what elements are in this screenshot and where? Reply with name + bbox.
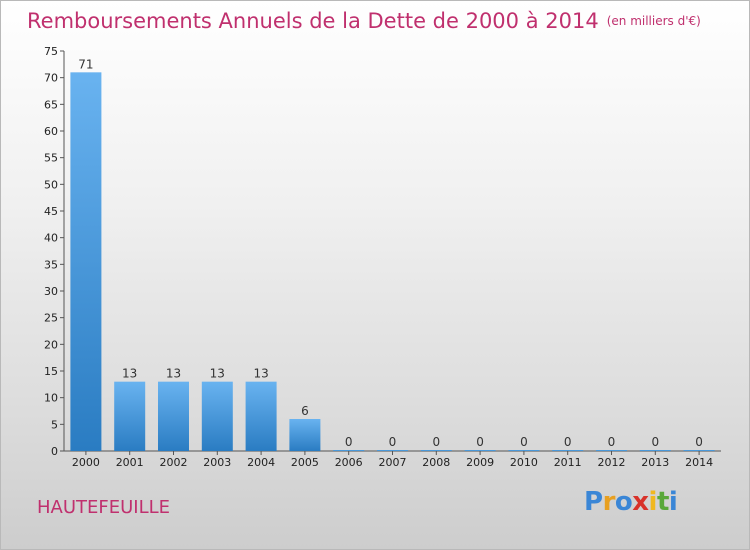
y-tick-label: 50 <box>44 178 58 191</box>
bar <box>420 450 452 451</box>
data-label: 0 <box>345 435 353 449</box>
y-axis: 0 5 10 15 20 25 30 35 40 45 50 55 60 65 70 75 <box>44 45 65 458</box>
data-label: 71 <box>78 57 93 71</box>
data-label: 6 <box>301 404 309 418</box>
y-tick-label: 20 <box>44 338 58 351</box>
bar <box>245 381 277 451</box>
y-tick-label: 70 <box>44 72 58 85</box>
x-tick-label: 2003 <box>203 456 231 469</box>
bar <box>158 381 189 451</box>
y-tick-label: 35 <box>44 258 58 271</box>
y-tick-label: 30 <box>44 285 58 298</box>
chart-title-text: Remboursements Annuels de la Dette de 20… <box>27 9 599 33</box>
bar <box>201 381 233 451</box>
bar <box>114 381 146 451</box>
proxiti-logo: Proxiti <box>584 487 678 517</box>
data-label: 0 <box>564 435 572 449</box>
x-tick-label: 2010 <box>510 456 538 469</box>
bar <box>377 450 408 451</box>
y-tick-label: 40 <box>44 232 58 245</box>
x-tick-label: 2002 <box>160 456 188 469</box>
x-tick-label: 2008 <box>422 456 450 469</box>
data-label: 13 <box>122 367 137 381</box>
bar <box>596 450 627 451</box>
commune-name: HAUTEFEUILLE <box>37 497 171 518</box>
y-tick-label: 15 <box>44 365 58 378</box>
x-tick-label: 2011 <box>554 456 582 469</box>
y-tick-label: 55 <box>44 152 58 165</box>
x-tick-label: 2001 <box>116 456 144 469</box>
x-tick-label: 2004 <box>247 456 275 469</box>
bar <box>639 450 671 451</box>
y-tick-label: 65 <box>44 98 58 111</box>
y-tick-label: 45 <box>44 205 58 218</box>
data-label: 13 <box>166 367 181 381</box>
chart-unit: (en milliers d'€) <box>606 14 701 28</box>
x-tick-label: 2012 <box>598 456 626 469</box>
data-label: 0 <box>651 435 659 449</box>
data-label: 0 <box>476 435 484 449</box>
bar <box>508 450 540 451</box>
data-label: 13 <box>253 367 268 381</box>
x-tick-label: 2014 <box>685 456 713 469</box>
bar <box>464 450 496 451</box>
x-tick-label: 2005 <box>291 456 319 469</box>
data-label: 0 <box>432 435 440 449</box>
data-label: 0 <box>389 435 397 449</box>
data-label: 0 <box>520 435 528 449</box>
data-labels: 71 13 13 13 13 6 0 0 0 0 0 0 0 0 0 <box>78 57 703 449</box>
y-tick-label: 60 <box>44 125 58 138</box>
x-tick-label: 2006 <box>335 456 363 469</box>
data-label: 0 <box>695 435 703 449</box>
y-tick-label: 5 <box>51 418 58 431</box>
bar <box>683 450 715 451</box>
y-tick-label: 25 <box>44 312 58 325</box>
chart-title: Remboursements Annuels de la Dette de 20… <box>27 9 701 33</box>
bar <box>70 72 102 451</box>
y-tick-label: 75 <box>44 45 58 58</box>
x-tick-label: 2007 <box>379 456 407 469</box>
x-tick-label: 2013 <box>641 456 669 469</box>
bar <box>289 419 321 451</box>
bar <box>552 450 584 451</box>
bar <box>333 450 365 451</box>
data-label: 0 <box>608 435 616 449</box>
data-label: 13 <box>210 367 225 381</box>
bars <box>70 72 715 451</box>
y-tick-label: 10 <box>44 392 58 405</box>
x-tick-label: 2009 <box>466 456 494 469</box>
y-tick-label: 0 <box>51 445 58 458</box>
x-tick-label: 2000 <box>72 456 100 469</box>
x-axis: 2000 2001 2002 2003 2004 2005 2006 2007 2008 2009… <box>64 450 721 469</box>
